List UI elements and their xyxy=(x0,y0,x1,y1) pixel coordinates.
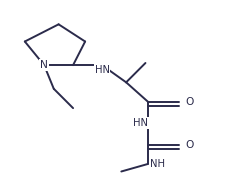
Text: NH: NH xyxy=(150,159,165,169)
Text: HN: HN xyxy=(95,65,110,75)
Text: O: O xyxy=(185,140,194,150)
Text: N: N xyxy=(40,60,48,70)
Text: O: O xyxy=(185,97,194,107)
Text: HN: HN xyxy=(133,118,148,128)
